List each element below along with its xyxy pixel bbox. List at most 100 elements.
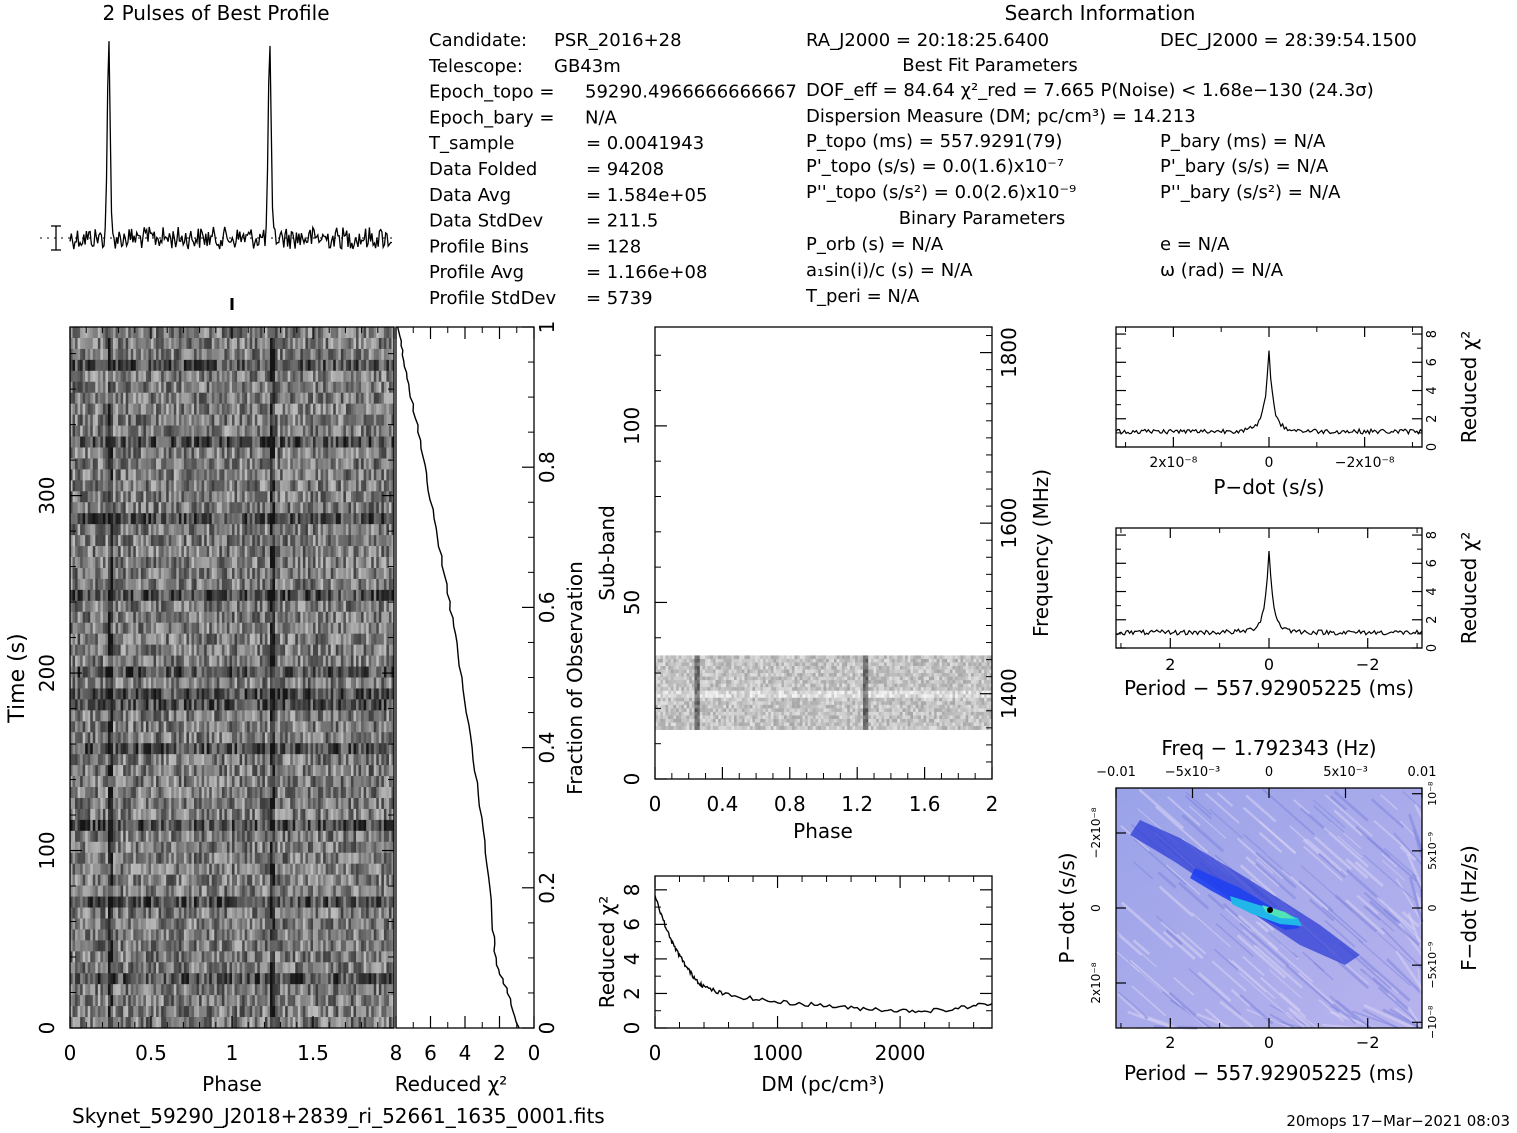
tp-cell: [178, 447, 182, 459]
tp-cell: [206, 469, 210, 481]
tp-cell: [323, 710, 327, 722]
tp-cell: [130, 688, 134, 700]
tp-cell: [158, 611, 162, 624]
tp-cell: [75, 688, 78, 700]
tp-cell: [371, 721, 375, 733]
tp-cell: [287, 567, 291, 580]
tp-cell: [348, 327, 352, 339]
tp-cell: [368, 392, 372, 405]
tp-cell: [239, 578, 243, 591]
tp-cell: [102, 469, 106, 481]
tp-cell: [391, 567, 395, 580]
tp-cell: [373, 480, 377, 492]
tp-cell: [123, 524, 127, 536]
tp-cell: [376, 546, 380, 558]
tp-cell: [254, 392, 258, 405]
tp-cell: [272, 524, 276, 536]
tp-cell: [82, 688, 86, 700]
tp-cell: [285, 414, 289, 426]
tp-cell: [95, 557, 99, 569]
tp-cell: [181, 469, 185, 481]
tp-cell: [264, 557, 268, 569]
tp-cell: [259, 513, 263, 525]
tp-cell: [168, 633, 172, 646]
tp-cell: [340, 491, 344, 503]
tp-cell: [113, 425, 116, 437]
tp-cell: [348, 633, 352, 646]
tp-cell: [252, 359, 256, 372]
tp-cell: [156, 447, 159, 459]
tp-cell: [92, 622, 96, 635]
tp-cell: [80, 513, 84, 525]
tp-cell: [249, 567, 253, 580]
tp-cell: [345, 458, 349, 470]
tp-cell: [282, 425, 286, 437]
tp-cell: [259, 403, 263, 416]
tp-cell: [391, 370, 395, 383]
tp-cell: [135, 644, 139, 656]
tp-cell: [307, 589, 311, 602]
tp-cell: [221, 348, 225, 361]
tp-cell: [287, 337, 291, 350]
tp-cell: [105, 480, 109, 492]
tp-cell: [201, 327, 205, 339]
tp-cell: [381, 589, 385, 602]
tp-cell: [237, 370, 240, 383]
tp-cell: [130, 611, 134, 624]
tp-cell: [277, 666, 281, 678]
tp-cell: [100, 743, 104, 755]
tp-cell: [285, 458, 289, 470]
tp-cell: [135, 589, 139, 602]
tp-cell: [259, 557, 263, 569]
tp-cell: [194, 688, 197, 700]
tp-cell: [87, 611, 91, 624]
tp-cell: [151, 611, 154, 624]
tp-cell: [145, 666, 149, 678]
tp-cell: [333, 327, 337, 339]
tp-cell: [77, 644, 81, 656]
tp-cell: [201, 600, 205, 613]
tp-cell: [70, 633, 73, 646]
tp-cell: [97, 392, 101, 405]
tp-cell: [386, 513, 390, 525]
tp-cell: [135, 348, 139, 361]
tp-cell: [201, 732, 205, 744]
tp-cell: [221, 611, 225, 624]
tp-cell: [371, 699, 375, 711]
tp-cell: [92, 502, 96, 514]
tp-cell: [186, 381, 190, 394]
tp-cell: [158, 600, 162, 613]
tp-cell: [115, 392, 119, 405]
tp-cell: [320, 458, 324, 470]
tp-cell: [272, 458, 276, 470]
tp-cell: [188, 513, 192, 525]
tp-cell: [269, 677, 273, 689]
tp-cell: [315, 546, 319, 558]
tp-cell: [300, 611, 304, 624]
tp-cell: [216, 611, 220, 624]
tp-cell: [292, 458, 296, 470]
tp-cell: [166, 721, 170, 733]
tp-cell: [191, 732, 195, 744]
tp-cell: [166, 535, 170, 547]
tp-cell: [325, 666, 329, 678]
tp-cell: [206, 392, 210, 405]
tp-cell: [100, 469, 104, 481]
tp-cell: [214, 425, 218, 437]
tp-cell: [72, 535, 76, 547]
tp-cell: [348, 381, 352, 394]
tp-cell: [232, 546, 235, 558]
tp-cell: [115, 644, 119, 656]
tp-cell: [168, 469, 172, 481]
tp-cell: [285, 557, 289, 569]
tp-cell: [244, 743, 248, 755]
tp-cell: [173, 633, 177, 646]
tp-cell: [247, 414, 251, 426]
tp-cell: [107, 447, 111, 459]
tp-cell: [373, 425, 377, 437]
tp-cell: [237, 710, 240, 722]
tp-cell: [70, 524, 73, 536]
tp-cell: [168, 710, 172, 722]
tp-cell: [219, 348, 223, 361]
tp-cell: [130, 447, 134, 459]
